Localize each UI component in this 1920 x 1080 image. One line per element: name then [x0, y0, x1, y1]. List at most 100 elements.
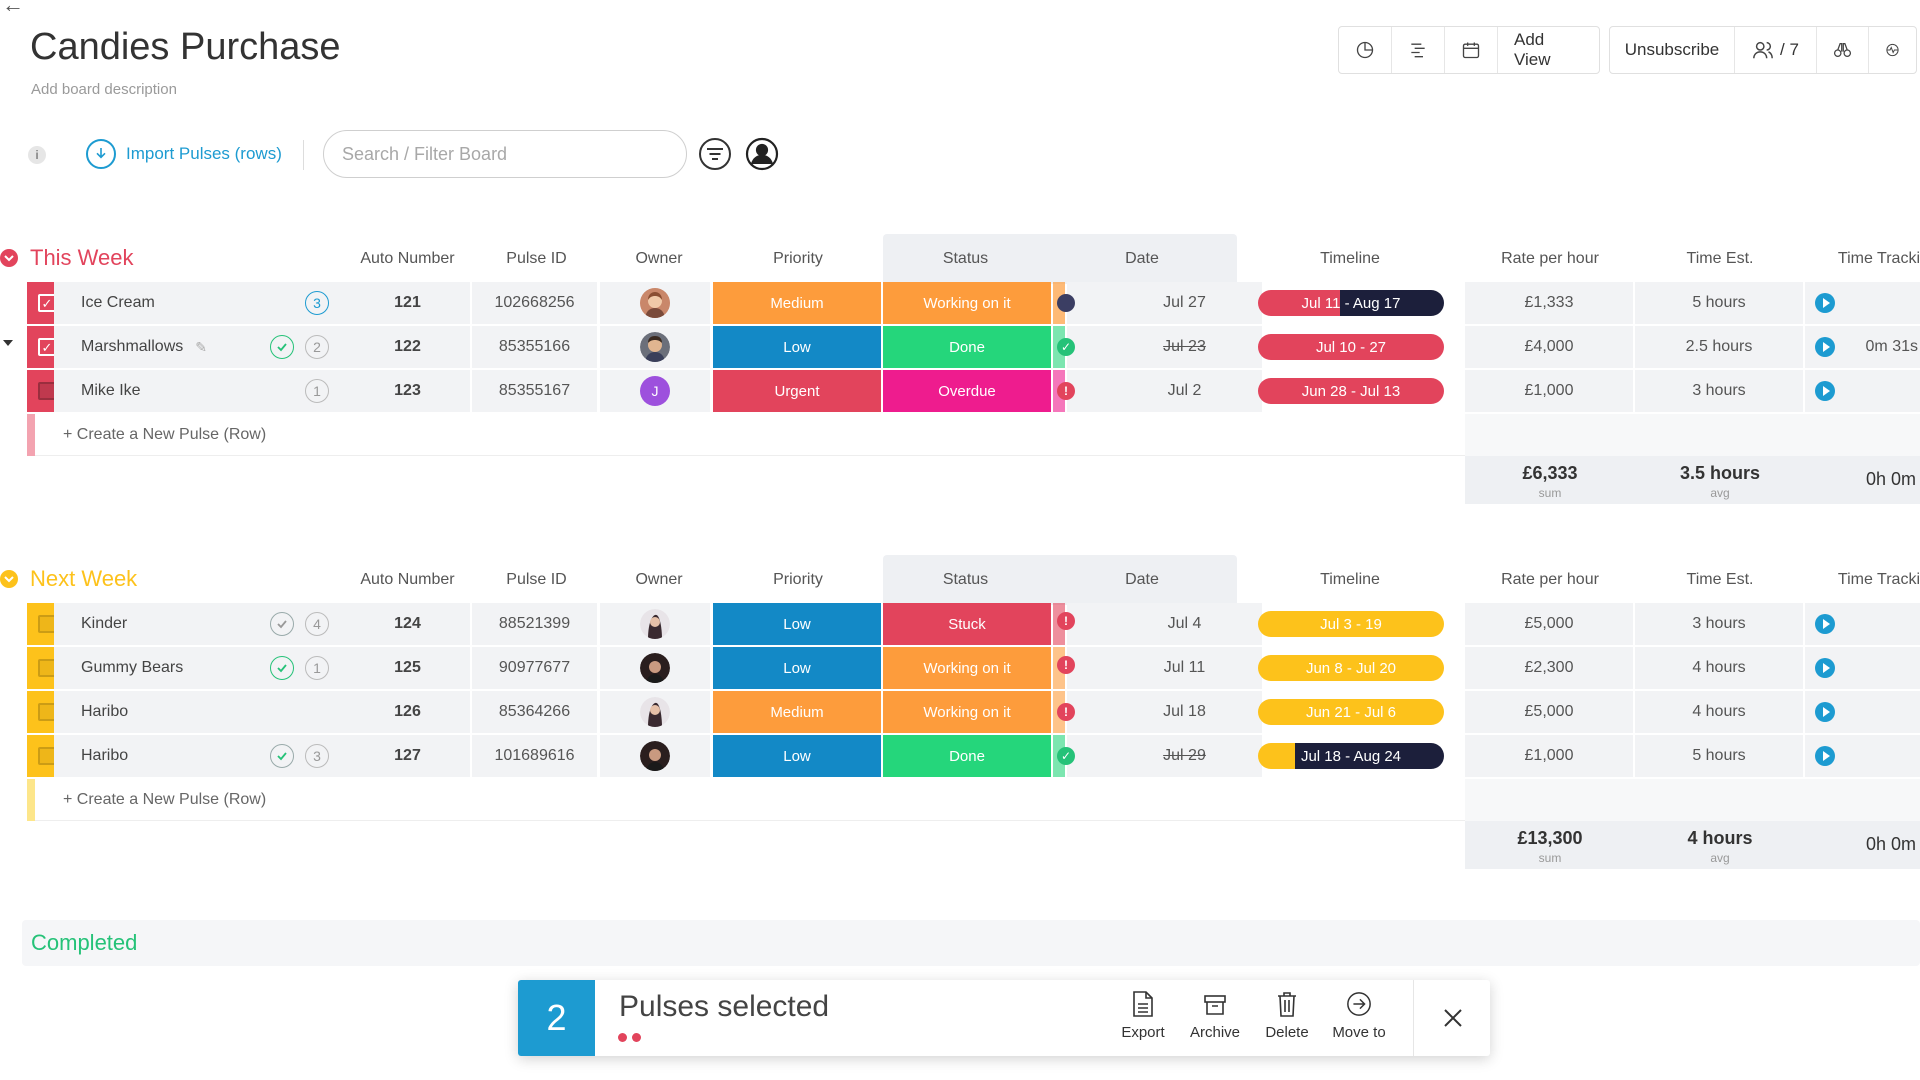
- col-timeline[interactable]: Timeline: [1320, 250, 1380, 267]
- play-icon[interactable]: [1815, 702, 1835, 722]
- col-rate[interactable]: Rate per hour: [1501, 250, 1599, 267]
- status-label[interactable]: Done: [883, 326, 1051, 368]
- time-est-cell[interactable]: 4 hours: [1635, 647, 1803, 689]
- col-pulse-id[interactable]: Pulse ID: [506, 250, 567, 267]
- col-priority[interactable]: Priority: [773, 250, 823, 267]
- play-icon[interactable]: [1815, 293, 1835, 313]
- timeline-bar[interactable]: Jul 11 - Aug 17: [1258, 290, 1444, 316]
- table-row[interactable]: Mike Ike 1 123 85355167 J Urgent Overdue…: [27, 370, 1920, 412]
- col-date[interactable]: Date: [1125, 250, 1159, 267]
- board-description[interactable]: Add board description: [31, 81, 177, 98]
- play-icon[interactable]: [1815, 381, 1835, 401]
- timeline-bar[interactable]: Jul 3 - 19: [1258, 611, 1444, 637]
- rate-cell[interactable]: £5,000: [1465, 691, 1633, 733]
- binoculars-button[interactable]: [1817, 27, 1869, 73]
- col-time-tracking[interactable]: Time Tracki: [1837, 571, 1920, 588]
- priority-label[interactable]: Low: [713, 647, 881, 689]
- table-row[interactable]: ✓ Marshmallows ✎ 2 122 85355166 Low Done…: [27, 326, 1920, 368]
- owner-cell[interactable]: [600, 603, 710, 645]
- col-date[interactable]: Date: [1125, 571, 1159, 588]
- pencil-icon[interactable]: ✎: [195, 338, 207, 355]
- timeline-view-button[interactable]: [1392, 27, 1445, 73]
- date-cell[interactable]: Jul 2: [1067, 370, 1262, 412]
- export-button[interactable]: Export: [1108, 990, 1178, 1041]
- date-cell[interactable]: Jul 11: [1067, 647, 1262, 689]
- rate-cell[interactable]: £1,333: [1465, 282, 1633, 324]
- owner-cell[interactable]: [600, 326, 710, 368]
- group-title-this-week[interactable]: This Week: [30, 245, 134, 270]
- avatar[interactable]: [640, 332, 670, 362]
- col-rate[interactable]: Rate per hour: [1501, 571, 1599, 588]
- col-auto-number[interactable]: Auto Number: [360, 571, 455, 588]
- group-completed[interactable]: Completed: [22, 920, 1920, 966]
- avatar[interactable]: [640, 653, 670, 683]
- play-icon[interactable]: [1815, 658, 1835, 678]
- updates-count-badge[interactable]: 4: [305, 612, 329, 636]
- back-arrow-icon[interactable]: ←: [2, 0, 24, 17]
- status-label[interactable]: Working on it: [883, 282, 1051, 324]
- status-label[interactable]: Working on it: [883, 691, 1051, 733]
- updates-count-badge[interactable]: 1: [305, 379, 329, 403]
- table-row[interactable]: Haribo 3 127 101689616 Low Done Jul 29 ✓…: [27, 735, 1920, 777]
- activity-button[interactable]: [1869, 27, 1916, 73]
- owner-cell[interactable]: [600, 647, 710, 689]
- group-title-next-week[interactable]: Next Week: [30, 566, 138, 591]
- col-time-est[interactable]: Time Est.: [1686, 250, 1754, 267]
- info-icon[interactable]: i: [28, 146, 46, 164]
- archive-button[interactable]: Archive: [1180, 990, 1250, 1041]
- pulse-name[interactable]: Haribo: [54, 691, 372, 733]
- col-timeline[interactable]: Timeline: [1320, 571, 1380, 588]
- date-cell[interactable]: Jul 4: [1067, 603, 1262, 645]
- play-icon[interactable]: [1815, 337, 1835, 357]
- updates-count-badge[interactable]: 1: [305, 656, 329, 680]
- time-est-cell[interactable]: 4 hours: [1635, 691, 1803, 733]
- col-owner[interactable]: Owner: [635, 571, 683, 588]
- move-to-button[interactable]: Move to: [1324, 990, 1394, 1041]
- add-view-button[interactable]: Add View: [1514, 30, 1551, 69]
- chart-view-button[interactable]: [1339, 27, 1392, 73]
- table-row[interactable]: Gummy Bears 1 125 90977677 Low Working o…: [27, 647, 1920, 689]
- owner-cell[interactable]: [600, 735, 710, 777]
- priority-label[interactable]: Low: [713, 603, 881, 645]
- owner-cell[interactable]: [600, 691, 710, 733]
- col-auto-number[interactable]: Auto Number: [360, 250, 455, 267]
- timeline-bar[interactable]: Jun 21 - Jul 6: [1258, 699, 1444, 725]
- rate-cell[interactable]: £1,000: [1465, 735, 1633, 777]
- search-input[interactable]: [323, 130, 687, 178]
- time-est-cell[interactable]: 2.5 hours: [1635, 326, 1803, 368]
- close-icon[interactable]: [1435, 1000, 1471, 1036]
- timeline-bar[interactable]: Jul 18 - Aug 24: [1258, 743, 1444, 769]
- board-title[interactable]: Candies Purchase: [30, 26, 341, 68]
- timeline-bar[interactable]: Jul 10 - 27: [1258, 334, 1444, 360]
- time-est-cell[interactable]: 3 hours: [1635, 603, 1803, 645]
- table-row[interactable]: Haribo 126 85364266 Medium Working on it…: [27, 691, 1920, 733]
- priority-label[interactable]: Medium: [713, 691, 881, 733]
- time-est-cell[interactable]: 5 hours: [1635, 282, 1803, 324]
- time-est-cell[interactable]: 3 hours: [1635, 370, 1803, 412]
- group-collapse-icon[interactable]: [0, 570, 18, 588]
- updates-count-badge[interactable]: 2: [305, 335, 329, 359]
- play-icon[interactable]: [1815, 614, 1835, 634]
- delete-button[interactable]: Delete: [1252, 990, 1322, 1041]
- priority-label[interactable]: Medium: [713, 282, 881, 324]
- priority-label[interactable]: Low: [713, 735, 881, 777]
- col-status[interactable]: Status: [942, 571, 989, 588]
- timeline-bar[interactable]: Jun 28 - Jul 13: [1258, 378, 1444, 404]
- avatar[interactable]: [640, 288, 670, 318]
- col-priority[interactable]: Priority: [773, 571, 823, 588]
- rate-cell[interactable]: £1,000: [1465, 370, 1633, 412]
- col-status[interactable]: Status: [942, 250, 989, 267]
- date-cell[interactable]: Jul 27: [1067, 282, 1262, 324]
- group-collapse-icon[interactable]: [0, 249, 18, 267]
- date-cell[interactable]: Jul 29: [1067, 735, 1262, 777]
- date-cell[interactable]: Jul 23: [1067, 326, 1262, 368]
- avatar[interactable]: [640, 741, 670, 771]
- col-time-est[interactable]: Time Est.: [1686, 571, 1754, 588]
- status-label[interactable]: Working on it: [883, 647, 1051, 689]
- priority-label[interactable]: Low: [713, 326, 881, 368]
- avatar[interactable]: [640, 609, 670, 639]
- owner-cell[interactable]: J: [600, 370, 710, 412]
- updates-count-badge[interactable]: 3: [305, 744, 329, 768]
- status-label[interactable]: Done: [883, 735, 1051, 777]
- priority-label[interactable]: Urgent: [713, 370, 881, 412]
